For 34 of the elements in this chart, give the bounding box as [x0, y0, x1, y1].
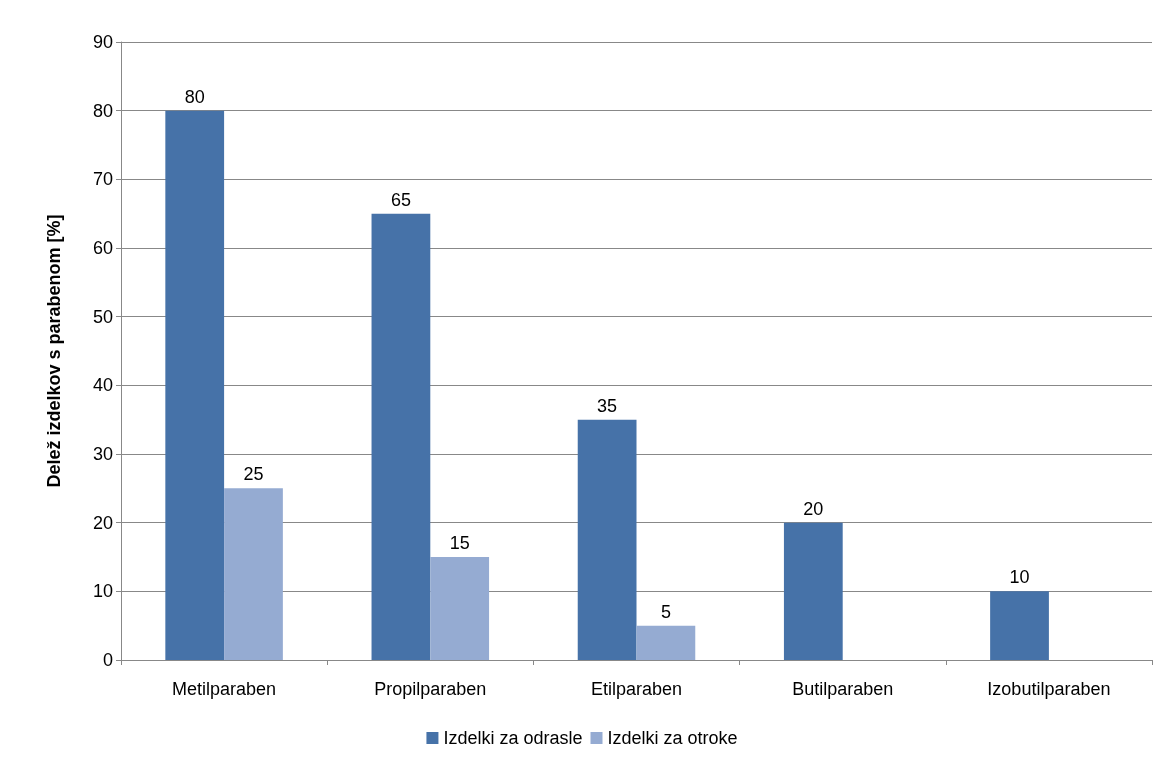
data-label: 25 — [243, 464, 264, 485]
y-tick-label: 0 — [102, 650, 113, 670]
data-label: 15 — [449, 533, 470, 553]
bar — [371, 213, 431, 660]
bar — [224, 488, 283, 660]
y-tick-label: 10 — [92, 581, 113, 602]
bar — [636, 625, 696, 660]
y-tick-label: 60 — [92, 238, 113, 258]
x-tick-label: Butilparaben — [792, 679, 894, 699]
data-label: 5 — [660, 601, 671, 622]
x-tick-label: Etilparaben — [590, 679, 683, 699]
legend-label: Izdelki za odrasle — [443, 728, 583, 748]
y-axis-title: Delež izdelkov s parabenom [%] — [44, 214, 64, 488]
bar — [990, 591, 1049, 660]
x-tick-label: Izobutilparaben — [987, 679, 1111, 699]
y-tick-label: 70 — [92, 169, 113, 190]
data-label: 80 — [184, 86, 205, 107]
y-tick-label: 40 — [92, 375, 113, 396]
y-tick-label: 50 — [92, 306, 113, 327]
x-tick-label: Metilparaben — [172, 679, 277, 699]
bar — [430, 557, 490, 660]
legend-label: Izdelki za otroke — [607, 728, 738, 748]
bar — [165, 110, 225, 660]
data-label: 10 — [1009, 567, 1030, 588]
y-tick-label: 30 — [92, 444, 113, 464]
bar — [577, 419, 637, 660]
data-label: 65 — [390, 189, 411, 210]
x-tick-label: Propilparaben — [374, 679, 487, 699]
y-tick-label: 80 — [92, 100, 113, 121]
y-tick-label: 90 — [92, 32, 113, 52]
y-tick-label: 20 — [92, 512, 113, 533]
data-label: 35 — [597, 395, 618, 416]
data-label: 20 — [803, 498, 824, 519]
bar — [783, 522, 843, 660]
